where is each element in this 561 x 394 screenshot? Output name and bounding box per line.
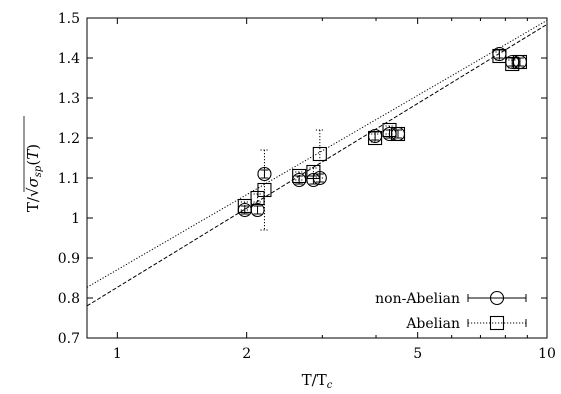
- legend: non-Abelian Abelian: [375, 290, 527, 332]
- series-square: [237, 48, 527, 231]
- fit-lines: [87, 19, 547, 307]
- data-point: [505, 56, 520, 72]
- y-tick-label: 1.2: [58, 131, 80, 147]
- x-tick-label: 2: [242, 346, 251, 362]
- data-point: [312, 146, 327, 162]
- data-point: [390, 126, 406, 142]
- data-point: [257, 182, 272, 198]
- x-tick-label: 1: [113, 346, 122, 362]
- x-tick-label: 5: [413, 346, 422, 362]
- y-tick-label: 0.8: [58, 291, 80, 307]
- y-tick-label: 0.9: [58, 251, 80, 267]
- series-circle: [237, 46, 527, 218]
- y-tick-label: 1.4: [58, 51, 80, 67]
- data-point: [237, 198, 252, 214]
- legend-marker: [489, 315, 505, 331]
- legend-marker: [489, 290, 505, 306]
- fit-line-square: [87, 19, 547, 288]
- series-layer: [237, 46, 527, 231]
- legend-label: Abelian: [405, 316, 460, 332]
- y-axis-label: T/√σsp(T): [23, 116, 44, 212]
- data-point: [382, 122, 397, 138]
- y-tick-label: 1.1: [58, 171, 80, 187]
- data-point: [368, 130, 383, 146]
- axis-ticks: 0.7 0.8 0.9 1 1.1 1.2 1.3 1.4 1.5 1 2 5 10: [58, 11, 556, 362]
- legend-label: non-Abelian: [375, 291, 460, 307]
- y-tick-label: 1: [71, 211, 80, 227]
- x-tick-label: 10: [538, 346, 556, 362]
- y-tick-label: 1.5: [58, 11, 80, 27]
- data-point: [492, 48, 507, 64]
- y-tick-label: 0.7: [58, 331, 80, 347]
- y-tick-label: 1.3: [58, 91, 80, 107]
- svg-text:T/√σsp(T): T/√σsp(T): [24, 144, 44, 212]
- data-point: [292, 168, 307, 184]
- data-point: [512, 54, 527, 70]
- x-axis-label: T/Tc: [302, 371, 333, 391]
